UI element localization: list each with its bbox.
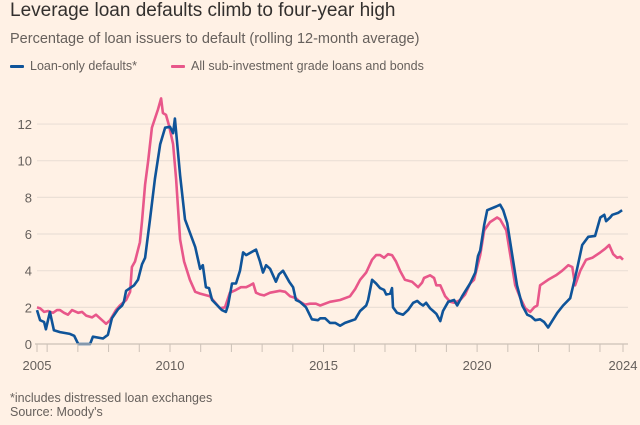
y-tick-label: 4	[25, 264, 32, 279]
x-tick-label: 2015	[309, 358, 338, 373]
legend-label: All sub-investment grade loans and bonds	[191, 59, 424, 73]
x-tick-label: 2024	[609, 358, 638, 373]
y-tick-label: 12	[18, 117, 32, 132]
chart-title: Leverage loan defaults climb to four-yea…	[10, 0, 396, 21]
x-tick-label: 2005	[23, 358, 52, 373]
x-tick-label: 2020	[463, 358, 492, 373]
legend-swatch-pink	[171, 64, 186, 68]
legend-item-loan-only: Loan-only defaults*	[10, 59, 137, 73]
y-tick-label: 0	[25, 337, 32, 352]
y-tick-label: 2	[25, 300, 32, 315]
y-tick-label: 8	[25, 190, 32, 205]
x-tick-label: 2010	[156, 358, 185, 373]
y-tick-label: 10	[18, 154, 32, 169]
y-tick-label: 6	[25, 227, 32, 242]
legend: Loan-only defaults* All sub-investment g…	[10, 59, 424, 73]
legend-swatch-blue	[10, 64, 24, 68]
series-line-sub-investment	[36, 97, 624, 326]
series-line-loan-only	[35, 117, 623, 346]
footnote: *includes distressed loan exchanges	[10, 391, 213, 405]
legend-item-sub-investment: All sub-investment grade loans and bonds	[171, 59, 424, 73]
source-note: Source: Moody's	[10, 405, 103, 419]
chart-subtitle: Percentage of loan issuers to default (r…	[10, 31, 420, 47]
legend-label: Loan-only defaults*	[30, 59, 138, 73]
